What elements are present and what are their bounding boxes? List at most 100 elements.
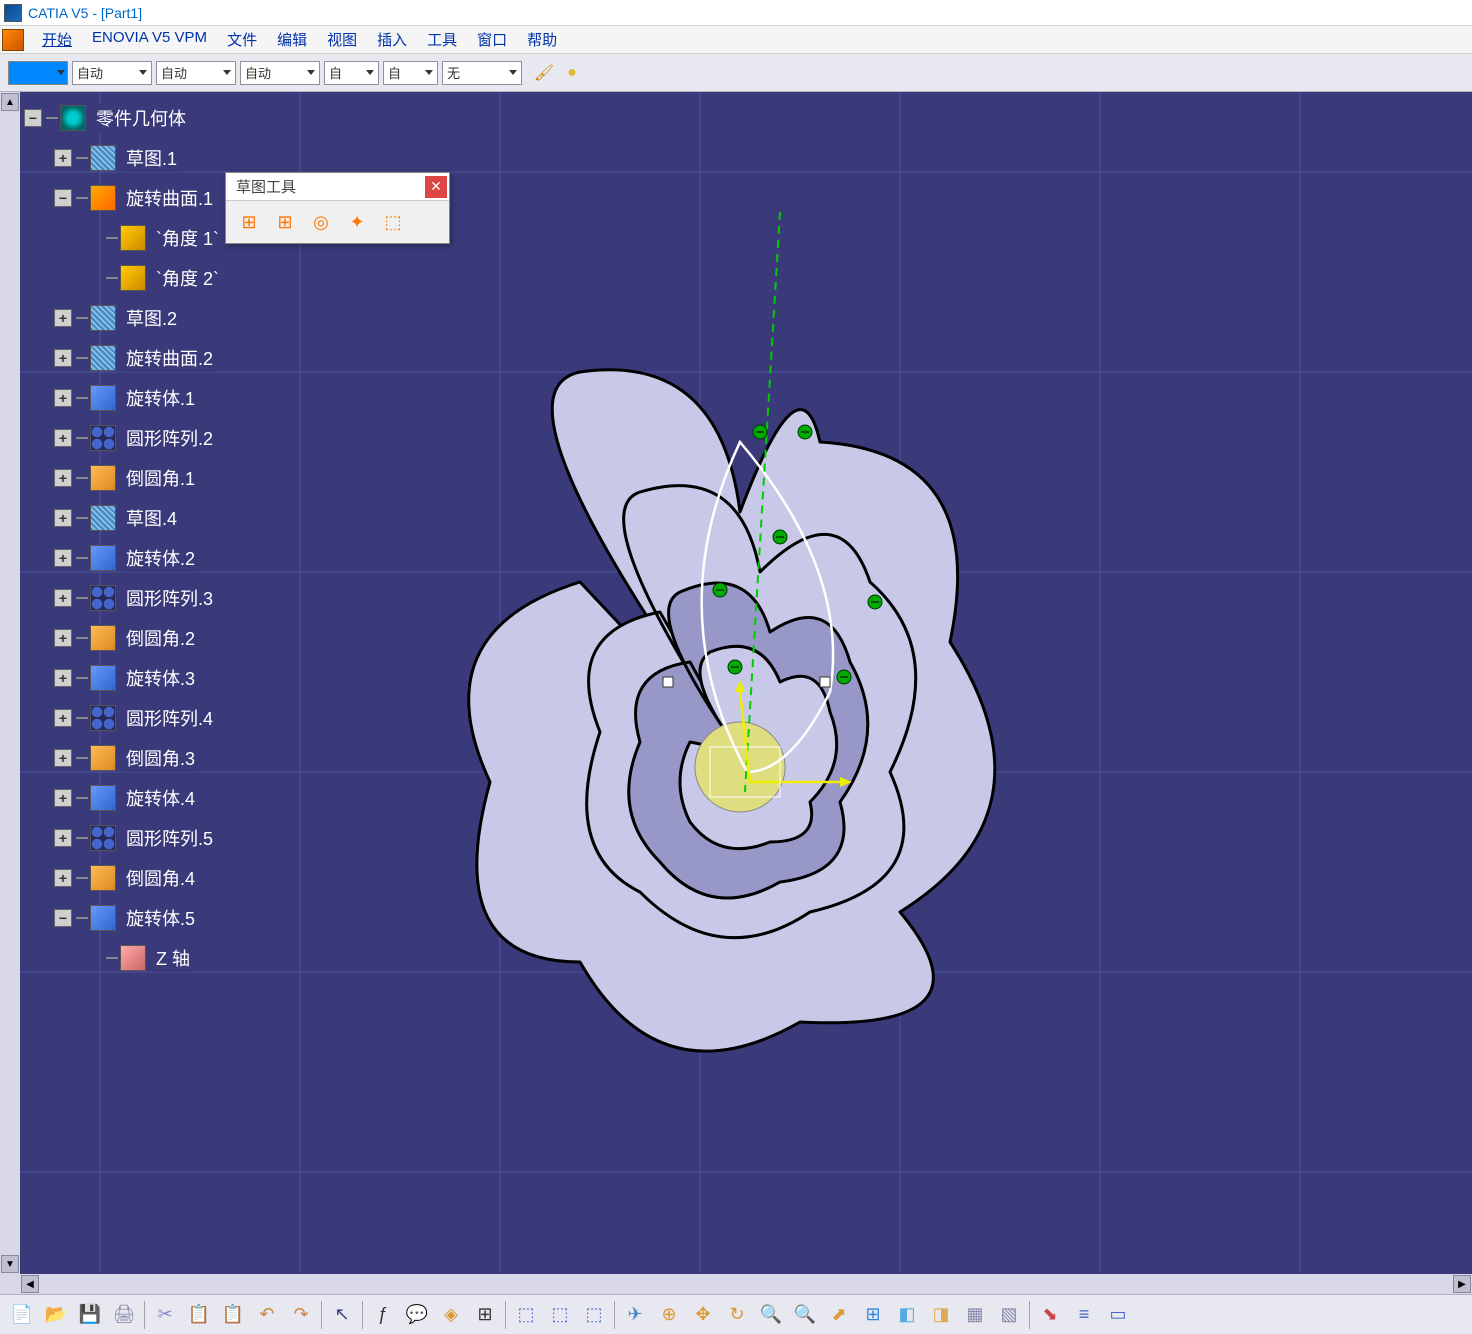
tree-item-倒圆角.3[interactable]: +倒圆角.3 bbox=[24, 738, 223, 778]
tree-toggle[interactable]: + bbox=[54, 789, 72, 807]
tree-toggle[interactable]: + bbox=[54, 629, 72, 647]
sketch-tool-4[interactable]: ⬚ bbox=[378, 207, 408, 237]
sketch-tool-2[interactable]: ◎ bbox=[306, 207, 336, 237]
menu-开始[interactable]: 开始 bbox=[32, 27, 82, 52]
tree-toggle[interactable]: − bbox=[54, 189, 72, 207]
menu-帮助[interactable]: 帮助 bbox=[517, 27, 567, 52]
shade-icon[interactable]: ▦ bbox=[959, 1299, 991, 1331]
tree-item-草图.1[interactable]: +草图.1 bbox=[24, 138, 223, 178]
tree-toggle[interactable]: + bbox=[54, 349, 72, 367]
sketch-tool-0[interactable]: ⊞ bbox=[234, 207, 264, 237]
tree-toggle[interactable]: + bbox=[54, 749, 72, 767]
undo-icon[interactable]: ↶ bbox=[251, 1299, 283, 1331]
sketch-tool-3[interactable]: ✦ bbox=[342, 207, 372, 237]
tree-item-圆形阵列.4[interactable]: +圆形阵列.4 bbox=[24, 698, 223, 738]
tree-item-`角度 2`[interactable]: `角度 2` bbox=[24, 258, 223, 298]
tree-item-Z 轴[interactable]: Z 轴 bbox=[24, 938, 223, 978]
tree-toggle[interactable]: + bbox=[54, 869, 72, 887]
tree-item-旋转体.5[interactable]: −旋转体.5 bbox=[24, 898, 223, 938]
menu-编辑[interactable]: 编辑 bbox=[267, 27, 317, 52]
tree-toggle[interactable]: + bbox=[54, 309, 72, 327]
open-icon[interactable]: 📂 bbox=[40, 1299, 72, 1331]
tree-item-`角度 1`[interactable]: `角度 1` bbox=[24, 218, 223, 258]
views-icon[interactable]: ⊞ bbox=[857, 1299, 889, 1331]
new-icon[interactable]: 📄 bbox=[6, 1299, 38, 1331]
tree-item-旋转曲面.2[interactable]: +旋转曲面.2 bbox=[24, 338, 223, 378]
pan-icon[interactable]: ✥ bbox=[687, 1299, 719, 1331]
tree-item-倒圆角.1[interactable]: +倒圆角.1 bbox=[24, 458, 223, 498]
tree-item-零件几何体[interactable]: −零件几何体 bbox=[24, 98, 223, 138]
cut-icon[interactable]: ✂ bbox=[149, 1299, 181, 1331]
tree-toggle[interactable]: − bbox=[24, 109, 42, 127]
combo-4[interactable]: 自 bbox=[383, 61, 438, 85]
cube1-icon[interactable]: ◈ bbox=[435, 1299, 467, 1331]
menu-视图[interactable]: 视图 bbox=[317, 27, 367, 52]
viewport[interactable]: −零件几何体+草图.1−旋转曲面.1`角度 1``角度 2`+草图.2+旋转曲面… bbox=[20, 92, 1472, 1274]
tree-item-旋转体.3[interactable]: +旋转体.3 bbox=[24, 658, 223, 698]
tree-toggle[interactable]: + bbox=[54, 389, 72, 407]
color-swatch[interactable] bbox=[8, 61, 68, 85]
sphere-icon[interactable]: ● bbox=[560, 61, 584, 85]
print-icon[interactable]: 🖨 bbox=[108, 1299, 140, 1331]
fx-icon[interactable]: ƒ bbox=[367, 1299, 399, 1331]
tree1-icon[interactable]: ⬚ bbox=[510, 1299, 542, 1331]
tree-item-旋转体.1[interactable]: +旋转体.1 bbox=[24, 378, 223, 418]
scroll-down-btn[interactable]: ▼ bbox=[1, 1255, 19, 1273]
sketch-tool-1[interactable]: ⊞ bbox=[270, 207, 300, 237]
tree3-icon[interactable]: ⬚ bbox=[578, 1299, 610, 1331]
measure1-icon[interactable]: ≡ bbox=[1068, 1299, 1100, 1331]
tree-toggle[interactable]: + bbox=[54, 669, 72, 687]
panel-title[interactable]: 草图工具 ✕ bbox=[226, 173, 449, 201]
zoomout-icon[interactable]: 🔍 bbox=[789, 1299, 821, 1331]
close-icon[interactable]: ✕ bbox=[425, 176, 447, 198]
tree-item-圆形阵列.3[interactable]: +圆形阵列.3 bbox=[24, 578, 223, 618]
combo-0[interactable]: 自动 bbox=[72, 61, 152, 85]
menu-插入[interactable]: 插入 bbox=[367, 27, 417, 52]
scroll-right-btn[interactable]: ▶ bbox=[1453, 1275, 1471, 1293]
grid-icon[interactable]: ⊞ bbox=[469, 1299, 501, 1331]
tree-item-旋转体.2[interactable]: +旋转体.2 bbox=[24, 538, 223, 578]
fit-icon[interactable]: ⊕ bbox=[653, 1299, 685, 1331]
menu-文件[interactable]: 文件 bbox=[217, 27, 267, 52]
menu-ENOVIA V5 VPM[interactable]: ENOVIA V5 VPM bbox=[82, 27, 217, 52]
tree-item-旋转曲面.1[interactable]: −旋转曲面.1 bbox=[24, 178, 223, 218]
fly-icon[interactable]: ✈ bbox=[619, 1299, 651, 1331]
menu-工具[interactable]: 工具 bbox=[417, 27, 467, 52]
redo-icon[interactable]: ↷ bbox=[285, 1299, 317, 1331]
tree-item-圆形阵列.2[interactable]: +圆形阵列.2 bbox=[24, 418, 223, 458]
tree-item-草图.2[interactable]: +草图.2 bbox=[24, 298, 223, 338]
combo-3[interactable]: 自 bbox=[324, 61, 379, 85]
hide-icon[interactable]: ▧ bbox=[993, 1299, 1025, 1331]
tree-item-圆形阵列.5[interactable]: +圆形阵列.5 bbox=[24, 818, 223, 858]
tree-toggle[interactable]: + bbox=[54, 429, 72, 447]
tree-item-草图.4[interactable]: +草图.4 bbox=[24, 498, 223, 538]
tree-toggle[interactable]: + bbox=[54, 149, 72, 167]
zoomin-icon[interactable]: 🔍 bbox=[755, 1299, 787, 1331]
axis2-icon[interactable]: ⬊ bbox=[1034, 1299, 1066, 1331]
tree-item-旋转体.4[interactable]: +旋转体.4 bbox=[24, 778, 223, 818]
tree-toggle[interactable]: + bbox=[54, 549, 72, 567]
menu-窗口[interactable]: 窗口 bbox=[467, 27, 517, 52]
iso2-icon[interactable]: ◨ bbox=[925, 1299, 957, 1331]
tree-toggle[interactable]: + bbox=[54, 469, 72, 487]
tree-toggle[interactable]: + bbox=[54, 829, 72, 847]
scroll-left-btn[interactable]: ◀ bbox=[21, 1275, 39, 1293]
scroll-up-btn[interactable]: ▲ bbox=[1, 93, 19, 111]
balloon-icon[interactable]: 💬 bbox=[401, 1299, 433, 1331]
rotate-icon[interactable]: ↻ bbox=[721, 1299, 753, 1331]
tree-toggle[interactable]: − bbox=[54, 909, 72, 927]
tree-item-倒圆角.4[interactable]: +倒圆角.4 bbox=[24, 858, 223, 898]
normal-icon[interactable]: ⬈ bbox=[823, 1299, 855, 1331]
save-icon[interactable]: 💾 bbox=[74, 1299, 106, 1331]
tree-toggle[interactable]: + bbox=[54, 509, 72, 527]
tree-toggle[interactable]: + bbox=[54, 709, 72, 727]
copy-icon[interactable]: 📋 bbox=[183, 1299, 215, 1331]
combo-5[interactable]: 无 bbox=[442, 61, 522, 85]
paste-icon[interactable]: 📋 bbox=[217, 1299, 249, 1331]
brush-icon[interactable]: 🖌 bbox=[532, 61, 556, 85]
pointer-icon[interactable]: ↖ bbox=[326, 1299, 358, 1331]
tree-toggle[interactable]: + bbox=[54, 589, 72, 607]
start-icon[interactable] bbox=[2, 29, 24, 51]
iso1-icon[interactable]: ◧ bbox=[891, 1299, 923, 1331]
scroll-track[interactable] bbox=[40, 1276, 1452, 1292]
